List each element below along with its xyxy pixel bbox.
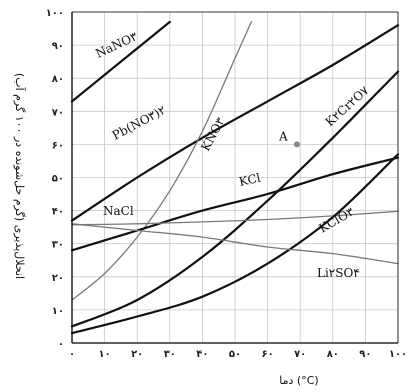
series-line-0 xyxy=(70,20,171,103)
series-line-5 xyxy=(71,210,399,226)
y-tick-label: ۱۰ xyxy=(52,306,64,317)
point-label: A xyxy=(278,129,288,143)
series-label-4: KCl xyxy=(238,171,262,189)
x-tick-label: ۶۰ xyxy=(261,349,273,360)
y-tick-label: ۰ xyxy=(58,339,64,350)
x-tick-label: ۱۰۰ xyxy=(389,349,407,360)
y-tick-label: ۶۰ xyxy=(52,140,64,151)
x-tick-label: ۸۰ xyxy=(327,349,339,360)
y-axis-title: انحلال‌پذیری (گرم حل‌شونده در ۱۰۰ گرم آب… xyxy=(13,73,27,279)
x-tick-label: ۲۰ xyxy=(131,349,143,360)
series-line-1 xyxy=(70,24,400,222)
y-tick-label: ۵۰ xyxy=(52,174,64,185)
x-axis-title: دما (°C) xyxy=(279,374,318,387)
points: A xyxy=(278,129,300,148)
y-tick-label: ۲۰ xyxy=(52,273,64,284)
series-line-7 xyxy=(71,223,399,265)
x-tick-label: ۴۰ xyxy=(196,349,208,360)
series-line-3 xyxy=(70,70,400,328)
series-label-7: Li۲SO۴ xyxy=(317,266,360,280)
y-tick-label: ۳۰ xyxy=(52,240,64,251)
x-tick-label: ۹۰ xyxy=(359,349,371,360)
grid xyxy=(72,11,399,343)
x-tick-label: ۳۰ xyxy=(164,349,176,360)
y-tick-label: ۸۰ xyxy=(52,74,64,85)
series-label-1: Pb(NO۳)۲ xyxy=(110,103,168,143)
series-lines xyxy=(70,20,400,335)
series-label-6: KClO۳ xyxy=(317,204,357,235)
series-line-4 xyxy=(70,156,400,252)
y-tick-label: ۴۰ xyxy=(52,207,64,218)
x-tick-label: ۰ xyxy=(69,349,75,360)
axes: ۰ ۱۰ ۲۰ ۳۰ ۴۰ ۵۰ ۶۰ ۷۰ ۸۰ ۹۰ ۱۰۰ ۰ ۱۰ ۲۰ ۳۰ ۴۰ ۵۰ ۶۰ ۷۰ ۸۰ ۹… xyxy=(46,8,407,360)
y-tick-label: ۱۰۰ xyxy=(46,8,64,19)
series-label-5: NaCl xyxy=(103,204,134,218)
x-tick-label: ۵۰ xyxy=(229,349,241,360)
series-line-2 xyxy=(71,21,252,301)
series-label-0: NaNO۳ xyxy=(93,29,140,61)
y-tick-label: ۷۰ xyxy=(52,107,64,118)
point-marker xyxy=(293,141,300,148)
x-tick-label: ۷۰ xyxy=(294,349,306,360)
y-tick-label: ۹۰ xyxy=(52,41,64,52)
x-tick-label: ۱۰ xyxy=(98,349,110,360)
series-line-6 xyxy=(70,153,400,335)
